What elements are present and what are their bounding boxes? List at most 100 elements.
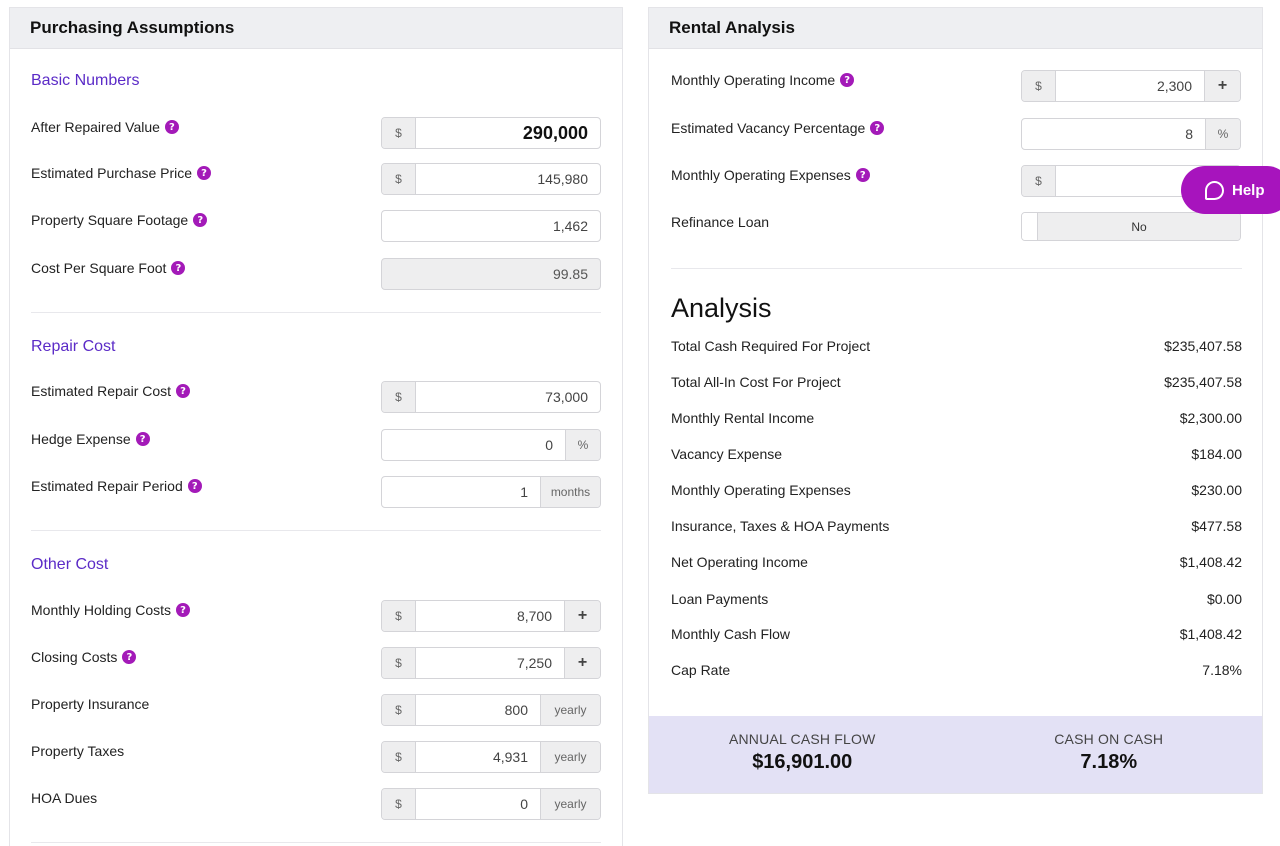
insurance-label: Property Insurance — [31, 696, 150, 712]
cost-per-sqft-label: Cost Per Square Foot? — [31, 260, 186, 276]
divider — [31, 842, 601, 843]
annual-cash-flow-label: ANNUAL CASH FLOW — [728, 731, 876, 747]
dollar-prefix: $ — [1022, 71, 1056, 101]
repair-cost-label: Estimated Repair Cost? — [31, 383, 191, 399]
sqft-input[interactable]: 1,462 — [381, 210, 601, 242]
dollar-prefix: $ — [382, 382, 416, 412]
dollar-prefix: $ — [382, 164, 416, 194]
insurance-row: Property Insurance $ 800 yearly — [31, 694, 601, 726]
repair-period-input[interactable]: 1 months — [381, 476, 601, 508]
repair-period-value[interactable]: 1 — [520, 484, 528, 500]
sqft-label: Property Square Footage? — [31, 212, 208, 228]
panel-title: Rental Analysis — [649, 8, 1262, 49]
repair-cost-row: Estimated Repair Cost? $ 73,000 — [31, 381, 601, 413]
vacancy-value[interactable]: 8 — [1185, 126, 1193, 142]
sqft-row: Property Square Footage? 1,462 — [31, 210, 601, 242]
help-icon[interactable]: ? — [135, 432, 150, 446]
help-icon[interactable]: ? — [870, 121, 885, 135]
taxes-input[interactable]: $ 4,931 yearly — [381, 741, 601, 773]
cost-per-sqft-input: 99.85 — [381, 258, 601, 290]
panel-title: Purchasing Assumptions — [10, 8, 622, 49]
operating-expenses-row: Monthly Operating Expenses? $ 230 — [671, 165, 1241, 197]
operating-income-label: Monthly Operating Income? — [671, 72, 855, 88]
hedge-row: Hedge Expense? 0 % — [31, 429, 601, 461]
analysis-row: Monthly Rental Income $2,300.00 — [671, 410, 1242, 426]
purchase-price-row: Estimated Purchase Price? $ 145,980 — [31, 163, 601, 195]
closing-costs-value[interactable]: 7,250 — [516, 655, 552, 671]
arv-row: After Repaired Value? $ 290,000 — [31, 117, 601, 149]
help-icon[interactable]: ? — [197, 166, 212, 180]
dollar-prefix: $ — [382, 601, 416, 631]
dollar-prefix: $ — [382, 118, 416, 148]
dollar-prefix: $ — [382, 789, 416, 819]
divider — [31, 312, 601, 313]
help-icon[interactable]: ? — [164, 120, 179, 134]
insurance-input[interactable]: $ 800 yearly — [381, 694, 601, 726]
taxes-row: Property Taxes $ 4,931 yearly — [31, 741, 601, 773]
percent-suffix: % — [1205, 119, 1240, 149]
help-icon[interactable]: ? — [187, 479, 202, 493]
holding-costs-row: Monthly Holding Costs? $ 8,700 + — [31, 600, 601, 632]
annual-cash-flow-value: $16,901.00 — [752, 751, 853, 773]
section-title-other-cost: Other Cost — [31, 556, 109, 573]
holding-costs-value[interactable]: 8,700 — [516, 608, 552, 624]
dollar-prefix: $ — [1022, 166, 1056, 196]
arv-label: After Repaired Value? — [31, 119, 179, 135]
refinance-toggle-value[interactable]: No — [1038, 213, 1240, 240]
cash-on-cash-value: 7.18% — [1080, 751, 1138, 773]
toggle-knob[interactable] — [1022, 213, 1038, 240]
help-icon[interactable]: ? — [176, 384, 191, 398]
holding-costs-label: Monthly Holding Costs? — [31, 602, 191, 618]
yearly-suffix: yearly — [540, 742, 600, 772]
help-icon[interactable]: ? — [855, 168, 870, 182]
dollar-prefix: $ — [382, 742, 416, 772]
arv-value[interactable]: 290,000 — [522, 122, 588, 143]
plus-icon[interactable]: + — [1204, 71, 1240, 101]
vacancy-row: Estimated Vacancy Percentage? 8 % — [671, 118, 1241, 150]
repair-cost-input[interactable]: $ 73,000 — [381, 381, 601, 413]
cash-on-cash-label: CASH ON CASH — [1054, 731, 1164, 747]
analysis-row: Vacancy Expense $184.00 — [671, 446, 1242, 462]
help-icon[interactable]: ? — [840, 73, 855, 87]
hedge-value[interactable]: 0 — [545, 437, 553, 453]
dollar-prefix: $ — [382, 648, 416, 678]
repair-cost-value[interactable]: 73,000 — [545, 389, 588, 405]
hedge-label: Hedge Expense? — [31, 431, 150, 447]
taxes-value[interactable]: 4,931 — [492, 749, 528, 765]
analysis-row: Total All-In Cost For Project $235,407.58 — [671, 374, 1242, 390]
hoa-input[interactable]: $ 0 yearly — [381, 788, 601, 820]
analysis-row: Loan Payments $0.00 — [671, 591, 1242, 607]
plus-icon[interactable]: + — [564, 601, 600, 631]
refinance-toggle[interactable]: No — [1021, 212, 1241, 241]
help-icon[interactable]: ? — [122, 650, 137, 664]
insurance-value[interactable]: 800 — [504, 702, 528, 718]
help-icon[interactable]: ? — [176, 603, 191, 617]
sqft-value[interactable]: 1,462 — [552, 218, 588, 234]
help-button[interactable]: Help — [1181, 166, 1280, 214]
closing-costs-label: Closing Costs? — [31, 649, 137, 665]
hoa-value[interactable]: 0 — [520, 796, 528, 812]
vacancy-input[interactable]: 8 % — [1021, 118, 1241, 150]
percent-suffix: % — [565, 430, 600, 460]
analysis-row: Cap Rate 7.18% — [671, 662, 1242, 678]
analysis-row: Net Operating Income $1,408.42 — [671, 554, 1242, 570]
analysis-row: Insurance, Taxes & HOA Payments $477.58 — [671, 518, 1242, 534]
months-suffix: months — [540, 477, 600, 507]
help-icon[interactable]: ? — [171, 261, 186, 275]
help-icon[interactable]: ? — [193, 213, 208, 227]
refinance-label: Refinance Loan — [671, 214, 770, 230]
holding-costs-input[interactable]: $ 8,700 + — [381, 600, 601, 632]
plus-icon[interactable]: + — [564, 648, 600, 678]
yearly-suffix: yearly — [540, 695, 600, 725]
purchase-price-input[interactable]: $ 145,980 — [381, 163, 601, 195]
closing-costs-input[interactable]: $ 7,250 + — [381, 647, 601, 679]
arv-input[interactable]: $ 290,000 — [381, 117, 601, 149]
vacancy-label: Estimated Vacancy Percentage? — [671, 120, 885, 136]
purchase-price-value[interactable]: 145,980 — [537, 171, 588, 187]
hedge-input[interactable]: 0 % — [381, 429, 601, 461]
operating-income-value[interactable]: 2,300 — [1156, 78, 1192, 94]
operating-income-input[interactable]: $ 2,300 + — [1021, 70, 1241, 102]
purchasing-assumptions-panel: Purchasing Assumptions Basic Numbers Aft… — [9, 7, 623, 846]
help-button-label: Help — [1232, 181, 1265, 199]
hoa-label: HOA Dues — [31, 790, 98, 806]
